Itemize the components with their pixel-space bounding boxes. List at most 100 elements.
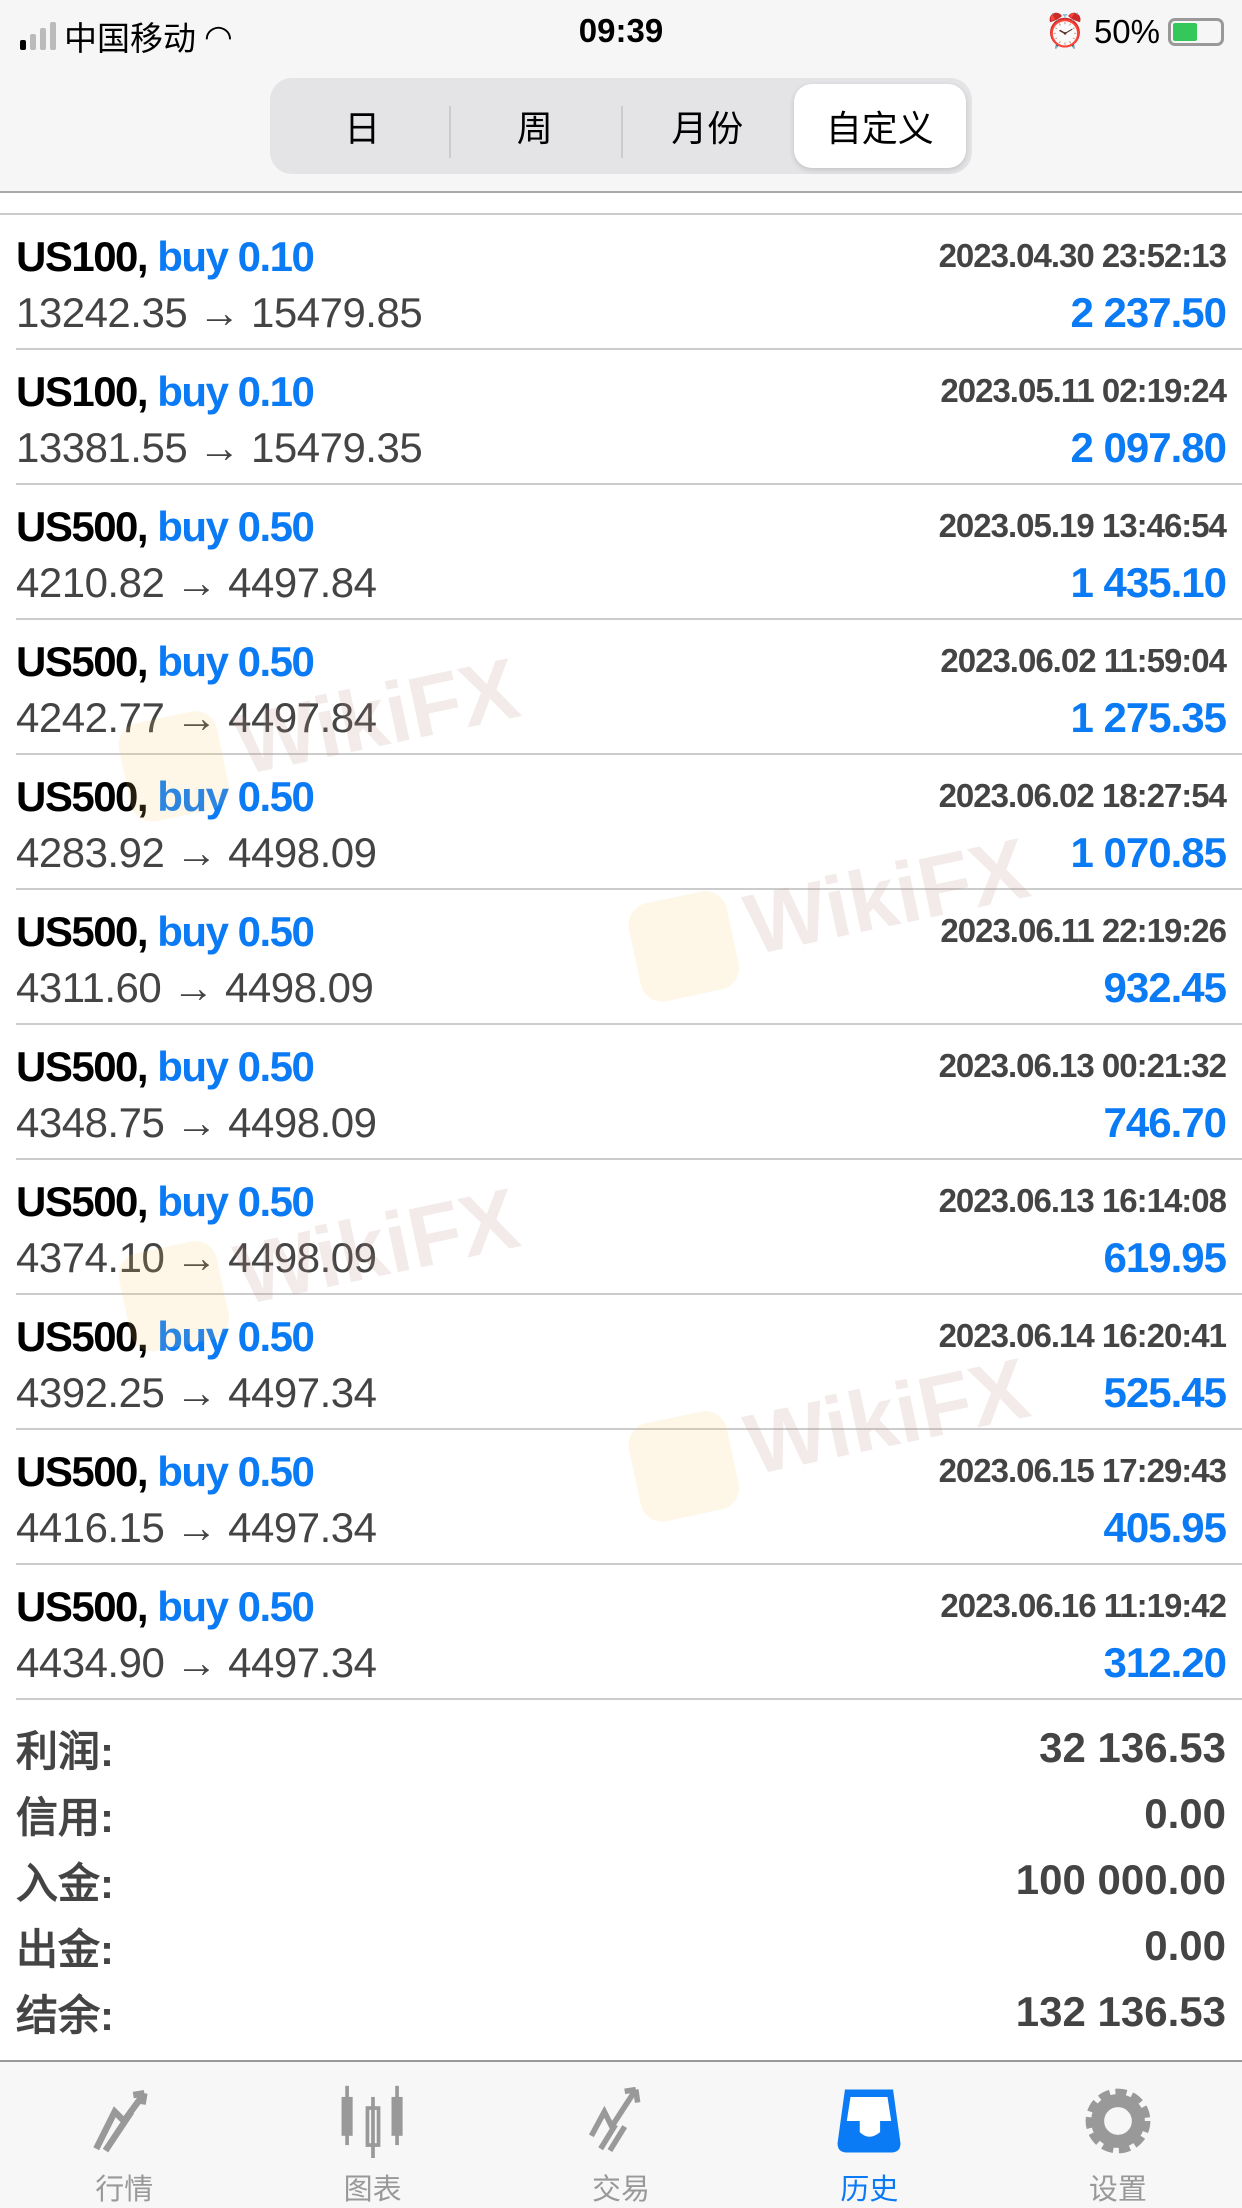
quotes-icon (93, 2090, 148, 2153)
trade-symbol: US500, buy 0.50 (16, 638, 315, 686)
summary-row: 结余: 132 136.53 (16, 1979, 1226, 2045)
trade-profit: 2 237.50 (1070, 289, 1227, 336)
symbol: US500, (16, 1043, 149, 1090)
symbol: US100, (16, 368, 149, 415)
trade-symbol: US100, buy 0.10 (16, 368, 315, 416)
trade-symbol: US500, buy 0.50 (16, 1043, 315, 1091)
open-close-prices: 4210.82 → 4497.84 (16, 559, 377, 606)
open-close-prices: 13242.35 → 15479.85 (16, 289, 423, 336)
tab-bar: 行情 图表 交易 历史 设置 (0, 2060, 1242, 2208)
trade-profit: 405.95 (1103, 1504, 1227, 1551)
alarm-icon: ⏰ (1044, 12, 1086, 49)
trade-type-volume: buy 0.50 (157, 908, 315, 955)
trade-time: 2023.05.19 13:46:54 (938, 507, 1227, 544)
tab-quotes[interactable]: 行情 (0, 2062, 248, 2208)
tab-history[interactable]: 历史 (745, 2062, 993, 2208)
trade-symbol: US500, buy 0.50 (16, 1448, 315, 1496)
trade-profit: 1 275.35 (1070, 694, 1227, 741)
tab-charts[interactable]: 图表 (248, 2062, 496, 2208)
summary-value: 100 000.00 (1015, 1856, 1226, 1903)
tab-settings[interactable]: 设置 (994, 2062, 1242, 2208)
status-bar: 中国移动 ◠ 09:39 ⏰ 50% (0, 0, 1242, 64)
open-close-prices: 4348.75 → 4498.09 (16, 1099, 377, 1146)
trade-time: 2023.06.16 11:19:42 (940, 1587, 1227, 1624)
clock: 09:39 (578, 12, 664, 49)
tab-label: 交易 (592, 2174, 651, 2206)
trade-row[interactable]: US500, buy 0.50 2023.06.16 11:19:42 4434… (16, 1565, 1242, 1700)
trade-symbol: US500, buy 0.50 (16, 773, 315, 821)
trade-profit: 746.70 (1103, 1099, 1227, 1146)
symbol: US500, (16, 908, 149, 955)
trade-type-volume: buy 0.50 (157, 638, 315, 685)
symbol: US500, (16, 1178, 149, 1225)
symbol: US500, (16, 1313, 149, 1360)
summary-row: 入金: 100 000.00 (16, 1847, 1226, 1913)
partial-row (0, 193, 1242, 215)
symbol: US500, (16, 638, 149, 685)
trade-time: 2023.06.13 00:21:32 (938, 1047, 1227, 1084)
segment-week[interactable]: 周 (448, 84, 622, 168)
trade-type-volume: buy 0.50 (157, 503, 315, 550)
trade-row[interactable]: US500, buy 0.50 2023.05.19 13:46:54 4210… (16, 485, 1242, 620)
open-close-prices: 4392.25 → 4497.34 (16, 1369, 377, 1416)
summary-label: 入金: (16, 1859, 114, 1907)
summary-row: 信用: 0.00 (16, 1781, 1226, 1847)
trade-symbol: US500, buy 0.50 (16, 908, 315, 956)
open-close-prices: 4242.77 → 4497.84 (16, 694, 377, 741)
history-icon (837, 2089, 901, 2153)
symbol: US500, (16, 773, 149, 820)
segment-day[interactable]: 日 (344, 108, 381, 149)
open-close-prices: 4374.10 → 4498.09 (16, 1234, 377, 1281)
trade-profit: 1 435.10 (1070, 559, 1227, 606)
trade-row[interactable]: US500, buy 0.50 2023.06.11 22:19:26 4311… (16, 890, 1242, 1025)
trade-time: 2023.04.30 23:52:13 (938, 237, 1227, 274)
trade-row[interactable]: US500, buy 0.50 2023.06.13 16:14:08 4374… (16, 1160, 1242, 1295)
trade-profit: 312.20 (1103, 1639, 1227, 1686)
trade-time: 2023.06.02 11:59:04 (940, 642, 1227, 679)
trade-profit: 1 070.85 (1070, 829, 1227, 876)
trade-symbol: US500, buy 0.50 (16, 1313, 315, 1361)
symbol: US100, (16, 233, 149, 280)
tab-trade[interactable]: 交易 (497, 2062, 745, 2208)
trade-type-volume: buy 0.50 (157, 1313, 315, 1360)
open-close-prices: 4311.60 → 4498.09 (16, 964, 374, 1011)
trade-profit: 525.45 (1103, 1369, 1227, 1416)
trade-symbol: US500, buy 0.50 (16, 503, 315, 551)
trade-row[interactable]: US500, buy 0.50 2023.06.15 17:29:43 4416… (16, 1430, 1242, 1565)
trade-row[interactable]: US500, buy 0.50 2023.06.02 18:27:54 4283… (16, 755, 1242, 890)
trade-type-volume: buy 0.50 (157, 1043, 315, 1090)
trade-row[interactable]: US500, buy 0.50 2023.06.02 11:59:04 4242… (16, 620, 1242, 755)
tab-label: 历史 (840, 2174, 899, 2206)
trade-time: 2023.05.11 02:19:24 (940, 372, 1227, 409)
open-close-prices: 13381.55 → 15479.35 (16, 424, 423, 471)
battery-icon (1168, 17, 1224, 46)
trade-type-volume: buy 0.10 (157, 233, 315, 280)
header: 日 周 月份 自定义 (0, 64, 1242, 193)
summary-label: 出金: (16, 1925, 114, 1973)
segment-custom[interactable]: 自定义 (793, 84, 966, 168)
trade-row[interactable]: US100, buy 0.10 2023.05.11 02:19:24 1338… (16, 350, 1242, 485)
settings-icon (1085, 2088, 1151, 2154)
segment-month[interactable]: 月份 (621, 84, 794, 168)
summary-value: 0.00 (1144, 1922, 1226, 1969)
trade-time: 2023.06.02 18:27:54 (938, 777, 1227, 814)
trade-history-list: US100, buy 0.10 2023.04.30 23:52:13 1324… (0, 193, 1242, 1700)
trade-type-volume: buy 0.50 (157, 1178, 315, 1225)
summary-label: 利润: (16, 1727, 114, 1775)
tab-label: 图表 (343, 2174, 402, 2206)
summary-value: 132 136.53 (1015, 1988, 1226, 2035)
summary-row: 出金: 0.00 (16, 1913, 1226, 1979)
open-close-prices: 4283.92 → 4498.09 (16, 829, 377, 876)
symbol: US500, (16, 1448, 149, 1495)
account-summary: 利润: 32 136.53 信用: 0.00 入金: 100 000.00 出金: 0.00 结… (16, 1715, 1226, 2045)
trade-icon (588, 2086, 641, 2153)
trade-row[interactable]: US500, buy 0.50 2023.06.13 00:21:32 4348… (16, 1025, 1242, 1160)
trade-row[interactable]: US500, buy 0.50 2023.06.14 16:20:41 4392… (16, 1295, 1242, 1430)
period-segmented-control: 日 周 月份 自定义 (270, 78, 972, 174)
trade-symbol: US500, buy 0.50 (16, 1583, 315, 1631)
wifi-icon: ◠ (204, 17, 233, 55)
trade-profit: 619.95 (1103, 1234, 1227, 1281)
trade-row[interactable]: US100, buy 0.10 2023.04.30 23:52:13 1324… (16, 215, 1242, 350)
open-close-prices: 4416.15 → 4497.34 (16, 1504, 377, 1551)
symbol: US500, (16, 1583, 149, 1630)
